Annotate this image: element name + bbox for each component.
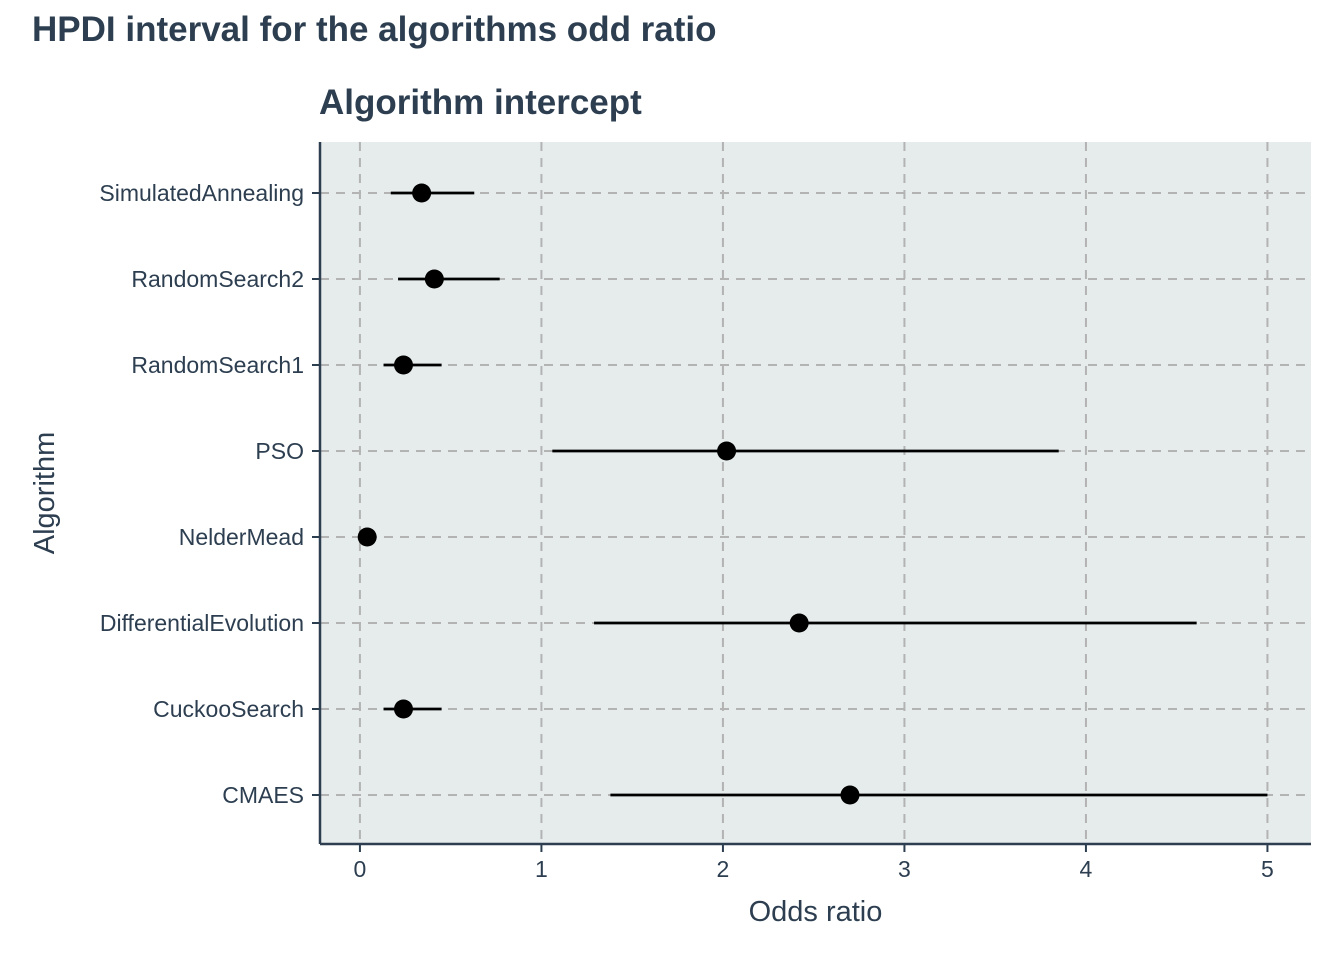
interval-marks [357, 183, 1268, 805]
x-tick-label: 5 [1261, 856, 1274, 882]
x-tick-label: 2 [717, 856, 730, 882]
x-axis-title: Odds ratio [749, 896, 883, 928]
point-estimate [357, 527, 377, 547]
x-tick-label: 3 [898, 856, 911, 882]
point-estimate [717, 441, 737, 461]
chart-subtitle: Algorithm intercept [319, 83, 642, 122]
plot-panel [320, 142, 1311, 844]
point-estimate [393, 699, 413, 719]
y-tick-label: CMAES [222, 782, 304, 808]
y-tick-label: PSO [255, 438, 304, 464]
y-tick-label: CuckooSearch [153, 696, 304, 722]
y-tick-label: SimulatedAnnealing [99, 180, 304, 206]
page-title: HPDI interval for the algorithms odd rat… [32, 10, 717, 49]
point-estimate [412, 183, 432, 203]
x-tick-label: 0 [354, 856, 367, 882]
x-axis-ticks: 0 1 2 3 4 5 [354, 844, 1274, 882]
x-tick-label: 1 [535, 856, 548, 882]
y-axis-ticks: SimulatedAnnealing RandomSearch2 RandomSea… [99, 180, 320, 808]
y-tick-label: RandomSearch1 [131, 352, 304, 378]
point-estimate [840, 785, 860, 805]
point-estimate [424, 269, 444, 289]
x-tick-label: 4 [1080, 856, 1093, 882]
point-estimate [393, 355, 413, 375]
x-gridlines [358, 142, 1269, 844]
point-estimate [789, 613, 809, 633]
y-tick-label: NelderMead [179, 524, 304, 550]
y-tick-label: RandomSearch2 [131, 266, 304, 292]
y-tick-label: DifferentialEvolution [100, 610, 304, 636]
y-axis-title: Algorithm [29, 432, 61, 555]
